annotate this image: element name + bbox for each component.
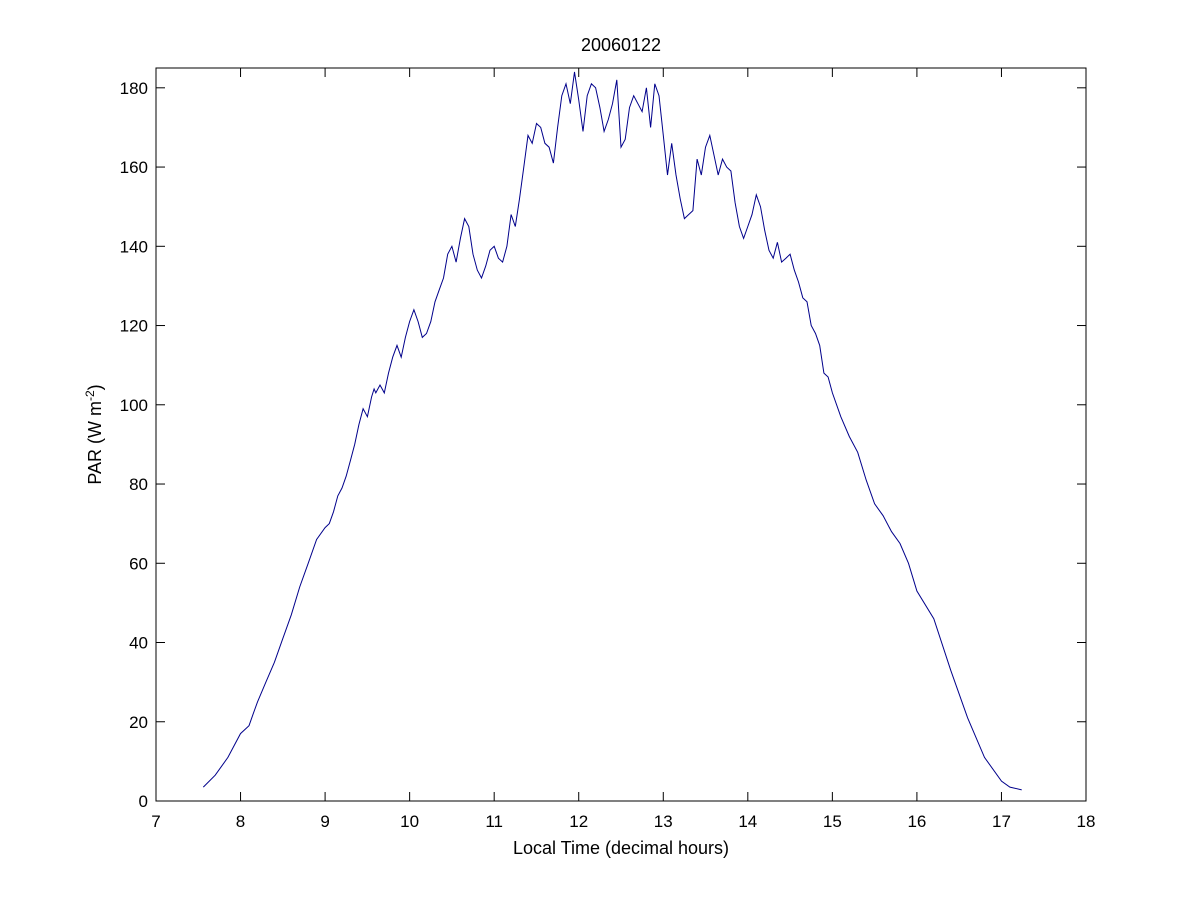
x-axis-ticks: 7 8 9 10 11 12 13 14 15 16 17 18	[151, 68, 1095, 831]
x-tick-label: 8	[236, 812, 245, 831]
y-tick-label: 20	[129, 713, 148, 732]
y-tick-label: 100	[120, 396, 148, 415]
x-tick-label: 15	[823, 812, 842, 831]
y-tick-label: 140	[120, 237, 148, 256]
x-axis-title: Local Time (decimal hours)	[513, 838, 729, 858]
y-axis-title: PAR (W m-2)	[83, 384, 105, 484]
par-series-line	[202, 71, 1022, 791]
x-tick-label: 9	[320, 812, 329, 831]
x-tick-label: 10	[400, 812, 419, 831]
plot-area-frame	[155, 67, 1087, 802]
y-tick-label: 60	[129, 554, 148, 573]
y-tick-label: 0	[139, 792, 148, 811]
y-axis-title-suffix: )	[85, 384, 105, 390]
x-tick-label: 18	[1077, 812, 1096, 831]
y-axis-ticks: 0 20 40 60 80 100 120 140 160 180	[120, 79, 1086, 811]
y-tick-label: 160	[120, 158, 148, 177]
x-tick-label: 16	[907, 812, 926, 831]
x-tick-label: 11	[485, 812, 503, 831]
x-tick-label: 13	[654, 812, 673, 831]
y-tick-label: 80	[129, 475, 148, 494]
y-tick-label: 120	[120, 317, 148, 336]
x-tick-label: 7	[151, 812, 160, 831]
x-tick-label: 17	[992, 812, 1011, 831]
y-axis-title-prefix: PAR (W m	[85, 401, 105, 485]
y-tick-label: 180	[120, 79, 148, 98]
x-tick-label: 14	[738, 812, 757, 831]
chart-title: 20060122	[581, 35, 661, 55]
x-tick-label: 12	[569, 812, 588, 831]
y-tick-label: 40	[129, 634, 148, 653]
y-axis-title-superscript: -2	[83, 390, 97, 401]
